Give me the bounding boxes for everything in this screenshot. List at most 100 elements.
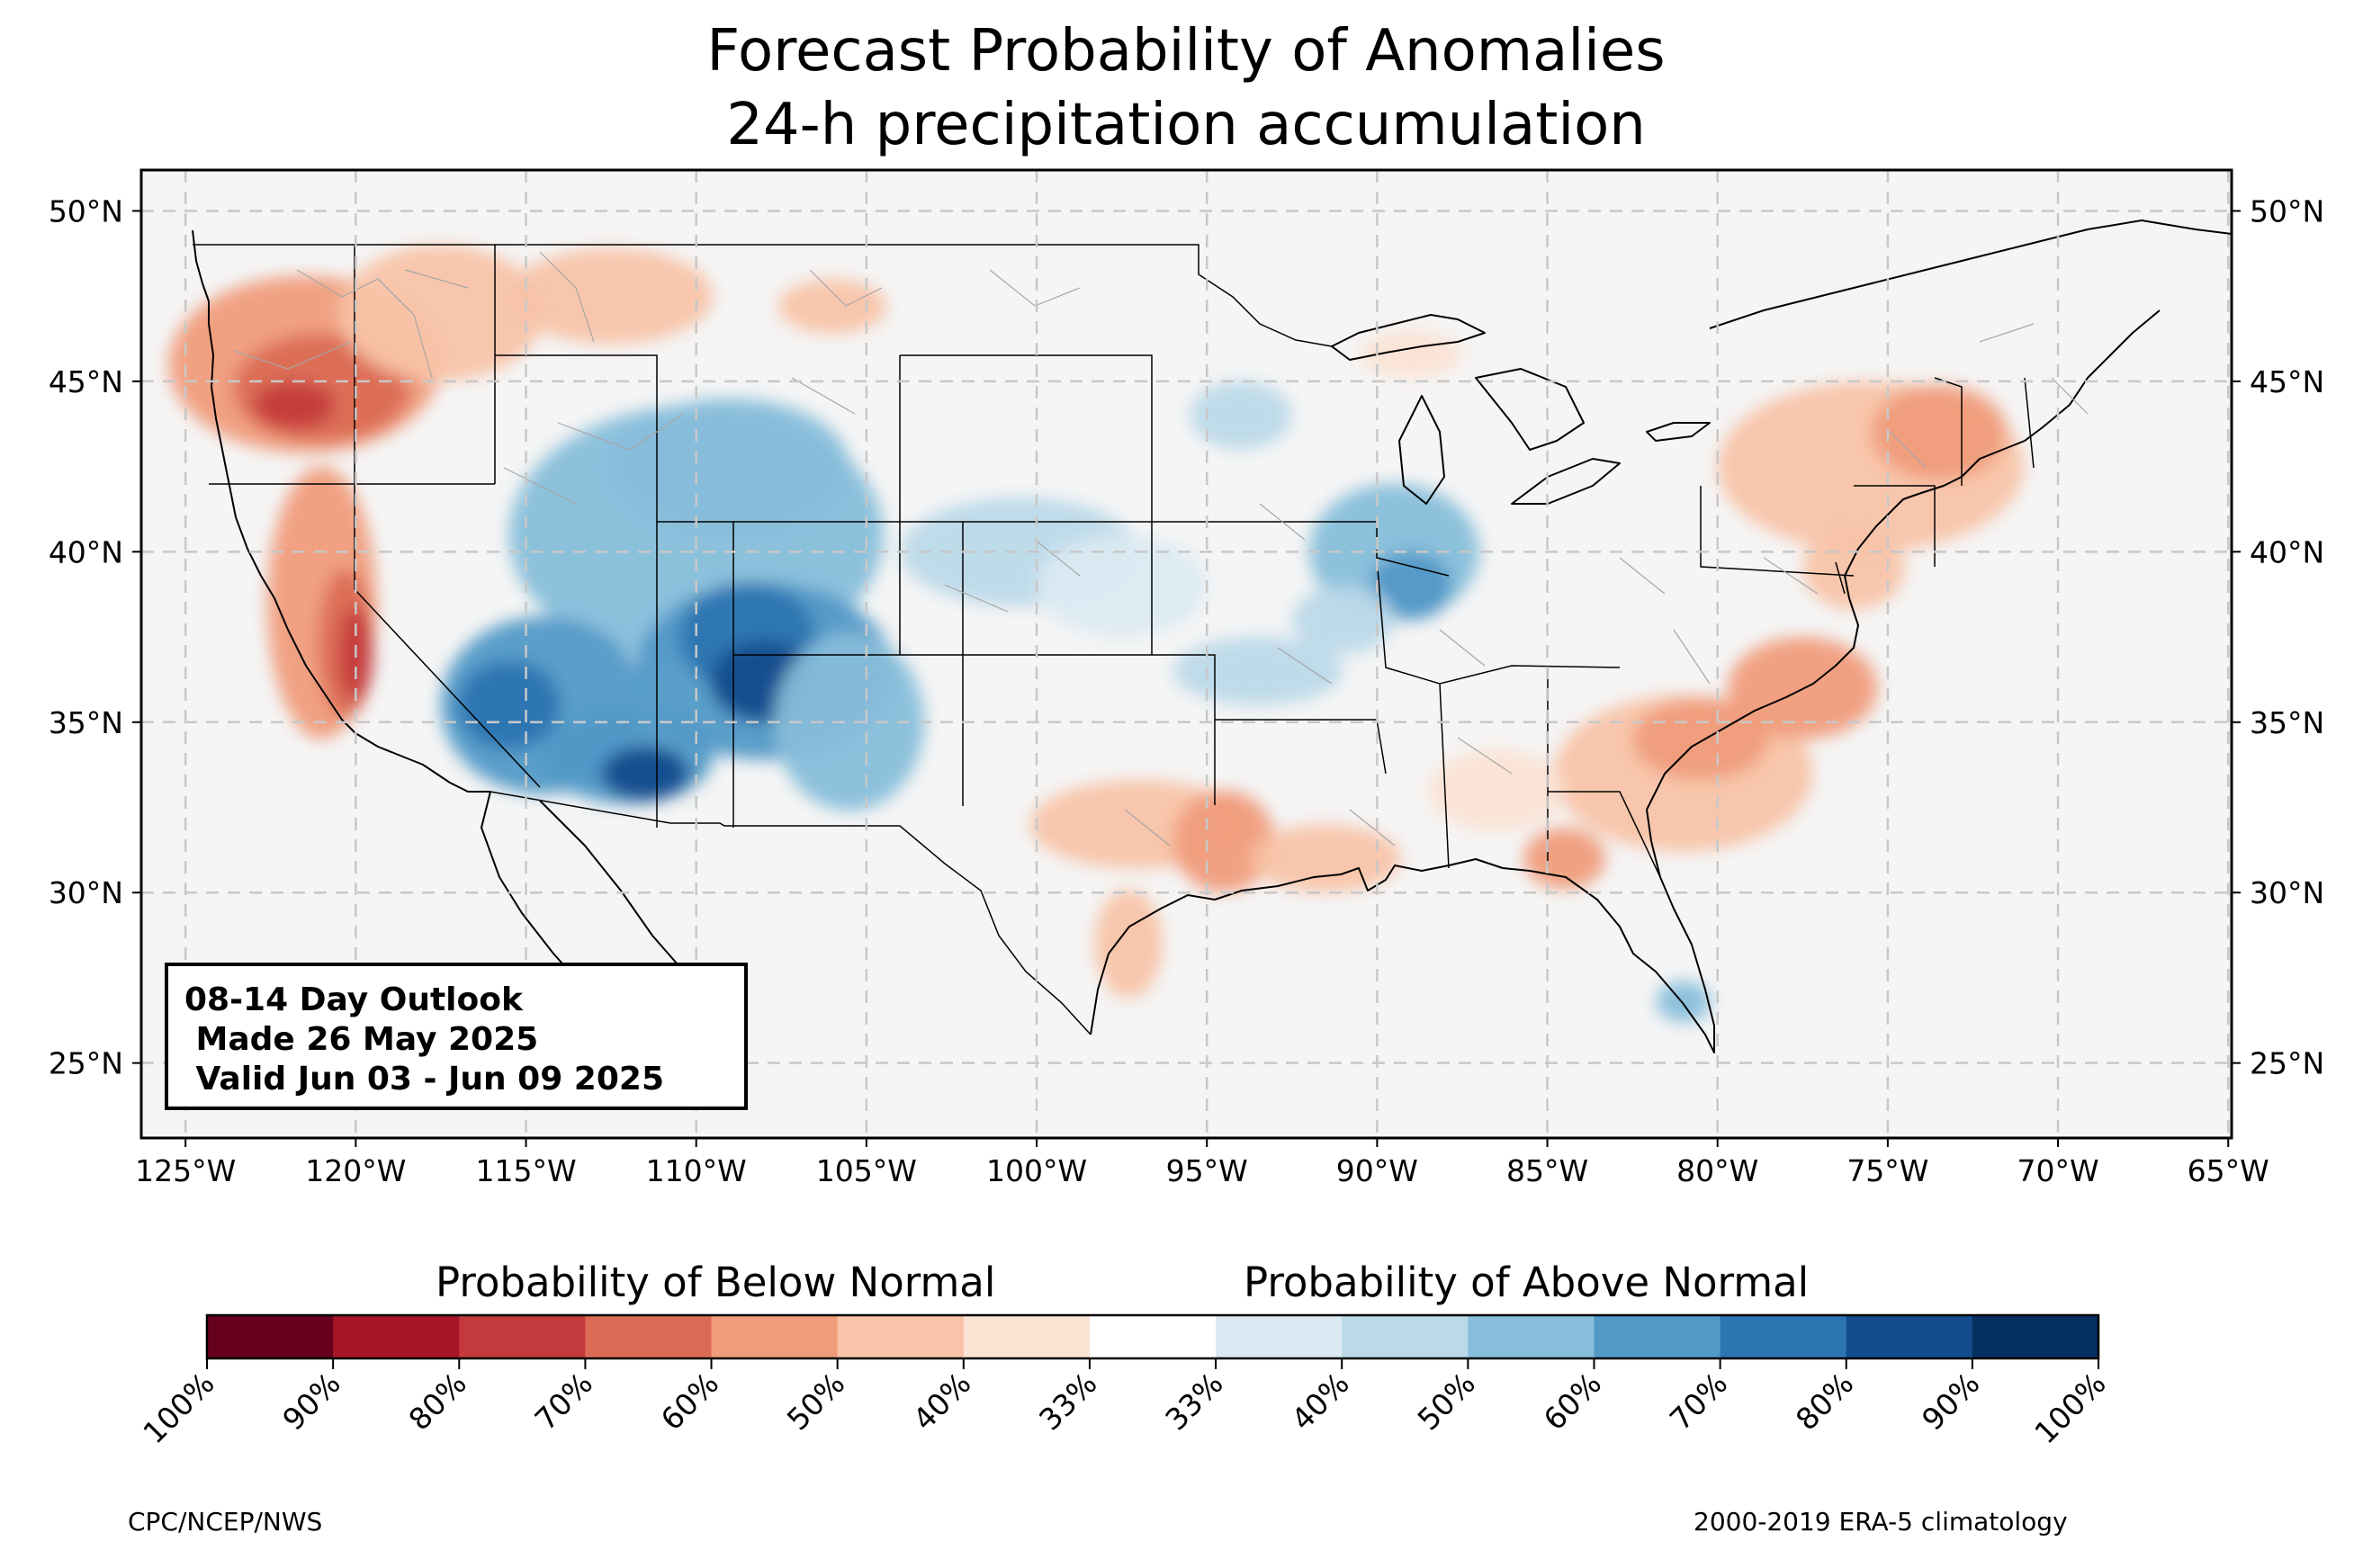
lon-label: 75°W [1846, 1153, 1928, 1188]
lon-label: 95°W [1166, 1153, 1248, 1188]
colorbar-tick-label: 80% [1789, 1366, 1860, 1437]
colorbar-tick-label: 50% [780, 1366, 851, 1437]
lon-label: 105°W [816, 1153, 917, 1188]
below-normal-area [1173, 790, 1275, 893]
above-normal-area [1037, 534, 1208, 638]
map-frame [139, 168, 2233, 1140]
title-line-2: 24-h precipitation accumulation [726, 92, 1646, 158]
lat-label-left: 30°N [49, 875, 123, 910]
outlook-period: 08-14 Day Outlook [184, 981, 523, 1018]
colorbar-segment [963, 1315, 1091, 1358]
canada-us-border [193, 244, 1333, 347]
below-normal-area [508, 248, 714, 345]
colorbar-frame [205, 1313, 2100, 1360]
colorbar-tick-label: 90% [275, 1366, 346, 1437]
colorbar-segment [1216, 1315, 1343, 1358]
anomaly-shading [168, 245, 2025, 1023]
below-normal-area [1251, 824, 1401, 893]
colorbar-segment [1720, 1315, 1847, 1358]
lon-label: 125°W [135, 1153, 236, 1188]
above-normal-label: Probability of Above Normal [1244, 1259, 1810, 1306]
above-normal-area [774, 633, 925, 811]
title-line-1: Forecast Probability of Anomalies [706, 18, 1666, 85]
colorbar-tick-label: 70% [1663, 1366, 1734, 1437]
lat-label-right: 50°N [2250, 193, 2324, 228]
colorbar-segment [1342, 1315, 1469, 1358]
colorbar-tick-label: 40% [1284, 1366, 1355, 1437]
below-normal-area [338, 245, 544, 381]
colorbar-tick-label: 70% [528, 1366, 599, 1437]
colorbar-segment [333, 1315, 460, 1358]
lon-label: 120°W [305, 1153, 406, 1188]
lat-label-right: 35°N [2250, 705, 2324, 740]
above-normal-area [611, 398, 849, 535]
colorbar-tick-label: 50% [1411, 1366, 1482, 1437]
colorbar-tick-label: 40% [906, 1366, 977, 1437]
below-normal-label: Probability of Below Normal [436, 1259, 996, 1306]
colorbar-tick-label: 33% [1158, 1366, 1229, 1437]
below-normal-area [1802, 527, 1905, 610]
lon-label: 85°W [1506, 1153, 1588, 1188]
political-borders [193, 244, 2035, 1035]
below-normal-area [253, 381, 336, 429]
above-normal-area [1370, 551, 1452, 621]
colorbar-segment [1468, 1315, 1595, 1358]
below-normal-area [1360, 330, 1462, 379]
lon-label: 65°W [2188, 1153, 2269, 1188]
above-normal-area [1656, 981, 1712, 1023]
colorbar-segment [585, 1315, 713, 1358]
colorbar-segment [1594, 1315, 1721, 1358]
lat-label-right: 30°N [2250, 875, 2324, 910]
outlook-info-box: 08-14 Day Outlook Made 26 May 2025 Valid… [165, 963, 748, 1110]
lat-label-right: 25°N [2250, 1046, 2324, 1081]
below-normal-area [1870, 384, 2008, 480]
below-normal-area [1632, 698, 1769, 781]
made-date: Made 26 May 2025 [184, 1021, 539, 1058]
lon-label: 100°W [986, 1153, 1087, 1188]
colorbar-tick-label: 60% [1537, 1366, 1608, 1437]
above-normal-area [457, 660, 561, 750]
lon-label: 115°W [475, 1153, 576, 1188]
colorbar-tick-label: 60% [654, 1366, 725, 1437]
colorbar: 100% 90% 80% 70% 60% 50% 40% 33% 33% 40% 50% 60% 70%… [136, 1313, 2113, 1450]
anomaly-layer [168, 245, 2025, 1023]
lat-label-left: 25°N [49, 1046, 123, 1081]
lat-label-right: 45°N [2250, 364, 2324, 399]
county-lines [233, 251, 2089, 847]
lat-label-left: 35°N [49, 705, 123, 740]
lon-label: 70°W [2017, 1153, 2098, 1188]
lon-label: 80°W [1676, 1153, 1758, 1188]
us-coastline [192, 229, 490, 793]
colorbar-segment [1089, 1315, 1217, 1358]
colorbar-tick-label: 80% [401, 1366, 472, 1437]
canada-coast [1709, 220, 2232, 329]
footer-credit: CPC/NCEP/NWS [128, 1507, 323, 1537]
above-normal-area [600, 746, 690, 801]
colorbar-tick-label: 100% [136, 1366, 220, 1450]
colorbar-segment [207, 1315, 334, 1358]
below-normal-area [1428, 749, 1565, 832]
above-normal-area [1291, 586, 1395, 654]
colorbar-tick-label: 90% [1915, 1366, 1986, 1437]
colorbar-tick-label: 33% [1032, 1366, 1103, 1437]
above-normal-area [1190, 381, 1292, 450]
mexico-us-border [490, 791, 1092, 1035]
lon-label: 90°W [1336, 1153, 1418, 1188]
lat-label-right: 40°N [2250, 534, 2324, 569]
lat-label-left: 50°N [49, 193, 123, 228]
colorbar-segment [459, 1315, 586, 1358]
colorbar-segment [711, 1315, 839, 1358]
colorbar-segment [837, 1315, 965, 1358]
great-lakes [1331, 314, 1711, 505]
valid-dates: Valid Jun 03 - Jun 09 2025 [184, 1061, 665, 1098]
below-normal-area [1094, 889, 1164, 999]
lat-label-left: 40°N [49, 534, 123, 569]
colorbar-segment [1972, 1315, 2099, 1358]
lon-label: 110°W [646, 1153, 747, 1188]
colorbar-segment [1846, 1315, 1973, 1358]
colorbar-tick-label: 100% [2027, 1366, 2112, 1450]
below-normal-area [1523, 828, 1605, 890]
axis-ticks: 50°N 50°N 45°N 45°N 40°N 40°N 35°N 35°N 30°N 30°N… [49, 193, 2324, 1188]
lat-label-left: 45°N [49, 364, 123, 399]
